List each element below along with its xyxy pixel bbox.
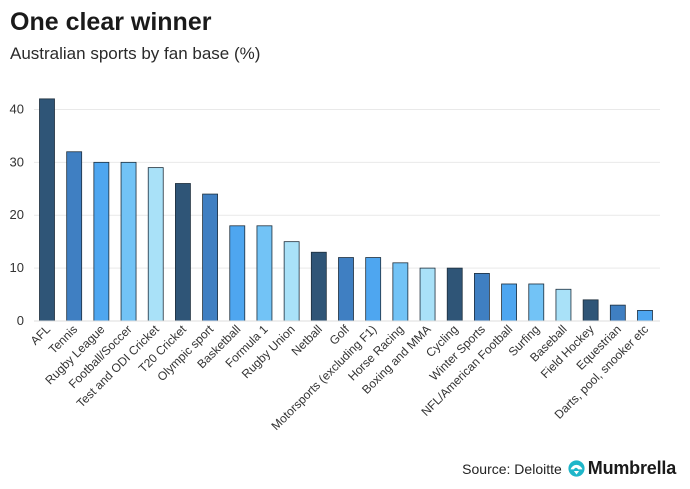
bar (283, 241, 300, 322)
bar (202, 193, 218, 322)
brand: Mumbrella (568, 458, 676, 479)
bar (175, 183, 191, 322)
bar (229, 225, 246, 322)
y-tick-label: 10 (10, 260, 24, 275)
y-tick-label: 40 (10, 101, 24, 116)
bar (39, 98, 55, 322)
bar (528, 283, 545, 322)
bar (555, 288, 572, 322)
bar (66, 151, 83, 322)
bar (93, 161, 110, 322)
bar (501, 283, 517, 322)
brand-name: Mumbrella (587, 458, 676, 478)
footer: Source: Deloitte Mumbrella (462, 458, 676, 479)
bar (365, 257, 382, 322)
y-tick-label: 30 (10, 154, 24, 169)
bar (338, 257, 354, 322)
bar (392, 262, 409, 322)
chart-title: One clear winner (10, 8, 212, 36)
bar (446, 267, 463, 322)
bar (582, 299, 599, 322)
y-tick-label: 0 (17, 313, 24, 328)
mumbrella-logo-icon (568, 460, 585, 477)
x-tick-label: Netball (289, 322, 325, 358)
chart-subtitle: Australian sports by fan base (%) (10, 44, 261, 63)
bar (147, 167, 164, 322)
source-note: Source: Deloitte (462, 460, 562, 477)
y-tick-label: 20 (10, 207, 24, 222)
bar (609, 304, 626, 322)
bar (474, 272, 490, 322)
bar (256, 225, 273, 322)
bar (637, 310, 653, 322)
bar (310, 251, 327, 322)
bar (419, 267, 436, 322)
bar (120, 161, 137, 322)
